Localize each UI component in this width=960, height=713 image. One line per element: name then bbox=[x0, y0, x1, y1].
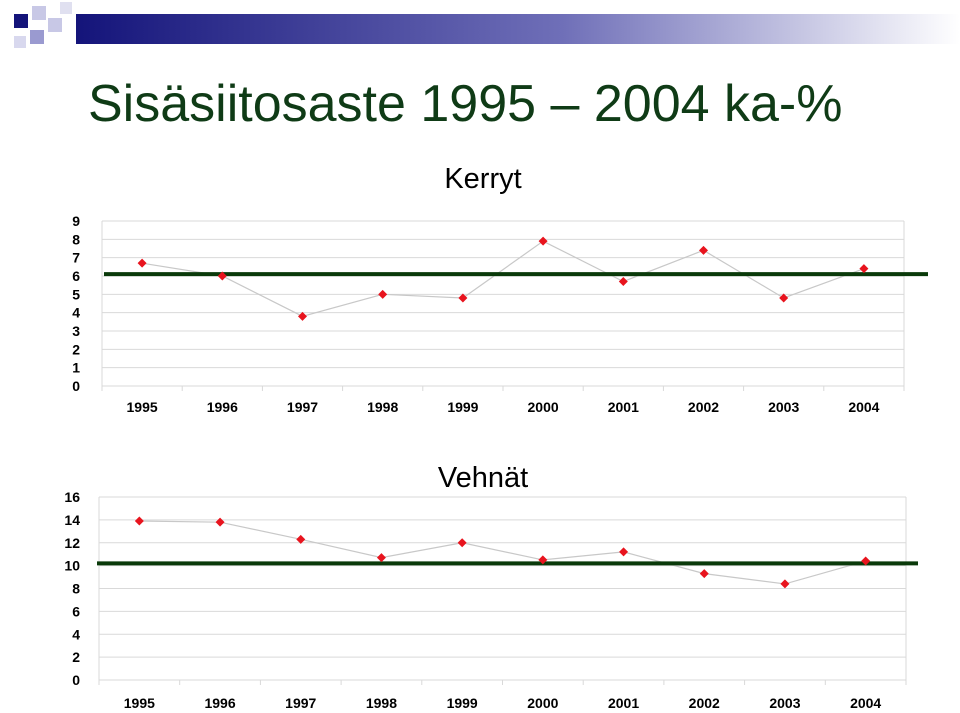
y-tick-label: 8 bbox=[72, 231, 80, 247]
data-point bbox=[861, 556, 871, 566]
header-banner bbox=[14, 2, 960, 48]
x-tick-label: 2001 bbox=[608, 399, 639, 415]
x-tick-label: 1995 bbox=[124, 695, 155, 711]
y-tick-label: 7 bbox=[72, 250, 80, 266]
data-point bbox=[779, 293, 789, 303]
x-tick-label: 1995 bbox=[127, 399, 158, 415]
y-tick-label: 2 bbox=[72, 341, 80, 357]
y-tick-label: 14 bbox=[64, 512, 80, 528]
banner-stripe bbox=[76, 14, 960, 44]
data-point bbox=[699, 245, 708, 255]
data-point bbox=[538, 555, 548, 565]
data-point bbox=[215, 517, 225, 527]
data-point bbox=[376, 553, 386, 563]
x-tick-label: 2002 bbox=[688, 399, 719, 415]
x-tick-label: 1999 bbox=[447, 695, 478, 711]
series-line bbox=[142, 240, 865, 317]
y-tick-label: 12 bbox=[64, 535, 80, 551]
x-tick-label: 1997 bbox=[287, 399, 318, 415]
data-point bbox=[134, 516, 144, 526]
data-point bbox=[458, 293, 468, 303]
data-point bbox=[699, 569, 709, 579]
data-point bbox=[296, 534, 306, 544]
x-tick-label: 2002 bbox=[689, 695, 720, 711]
x-tick-label: 2000 bbox=[527, 695, 558, 711]
data-point bbox=[137, 258, 147, 268]
y-tick-label: 6 bbox=[72, 268, 80, 284]
y-tick-label: 16 bbox=[64, 489, 80, 505]
x-tick-label: 1998 bbox=[367, 399, 398, 415]
chart-title: Vehnät bbox=[438, 462, 528, 494]
x-tick-label: 2003 bbox=[768, 399, 799, 415]
y-tick-label: 0 bbox=[72, 378, 80, 394]
y-tick-label: 3 bbox=[72, 323, 80, 339]
y-tick-label: 9 bbox=[72, 213, 80, 229]
data-point bbox=[780, 579, 790, 589]
data-point bbox=[859, 264, 869, 274]
x-tick-label: 2004 bbox=[850, 695, 881, 711]
y-tick-label: 10 bbox=[64, 558, 80, 574]
data-point bbox=[217, 271, 227, 281]
y-tick-label: 6 bbox=[72, 603, 80, 619]
y-tick-label: 4 bbox=[72, 626, 80, 642]
y-tick-label: 4 bbox=[72, 305, 80, 321]
x-tick-label: 1997 bbox=[285, 695, 316, 711]
data-point bbox=[618, 277, 628, 286]
data-point bbox=[378, 289, 388, 299]
x-tick-label: 2000 bbox=[528, 399, 559, 415]
y-tick-label: 8 bbox=[72, 581, 80, 597]
x-tick-label: 1996 bbox=[207, 399, 238, 415]
x-tick-label: 2004 bbox=[848, 399, 879, 415]
x-tick-label: 1996 bbox=[204, 695, 235, 711]
series-line bbox=[139, 520, 866, 585]
x-tick-label: 2001 bbox=[608, 695, 639, 711]
y-tick-label: 1 bbox=[72, 360, 80, 376]
data-point bbox=[457, 538, 467, 548]
y-tick-label: 5 bbox=[72, 286, 80, 302]
chart-title: Kerryt bbox=[444, 163, 521, 195]
y-tick-label: 2 bbox=[72, 649, 80, 665]
x-tick-label: 1998 bbox=[366, 695, 397, 711]
banner-squares bbox=[14, 2, 72, 48]
data-point bbox=[298, 311, 307, 321]
data-point bbox=[619, 547, 629, 557]
x-tick-label: 2003 bbox=[769, 695, 800, 711]
slide-title: Sisäsiitosaste 1995 – 2004 ka-% bbox=[88, 75, 843, 133]
data-point bbox=[538, 236, 548, 246]
y-tick-label: 0 bbox=[72, 672, 80, 688]
x-tick-label: 1999 bbox=[447, 399, 478, 415]
